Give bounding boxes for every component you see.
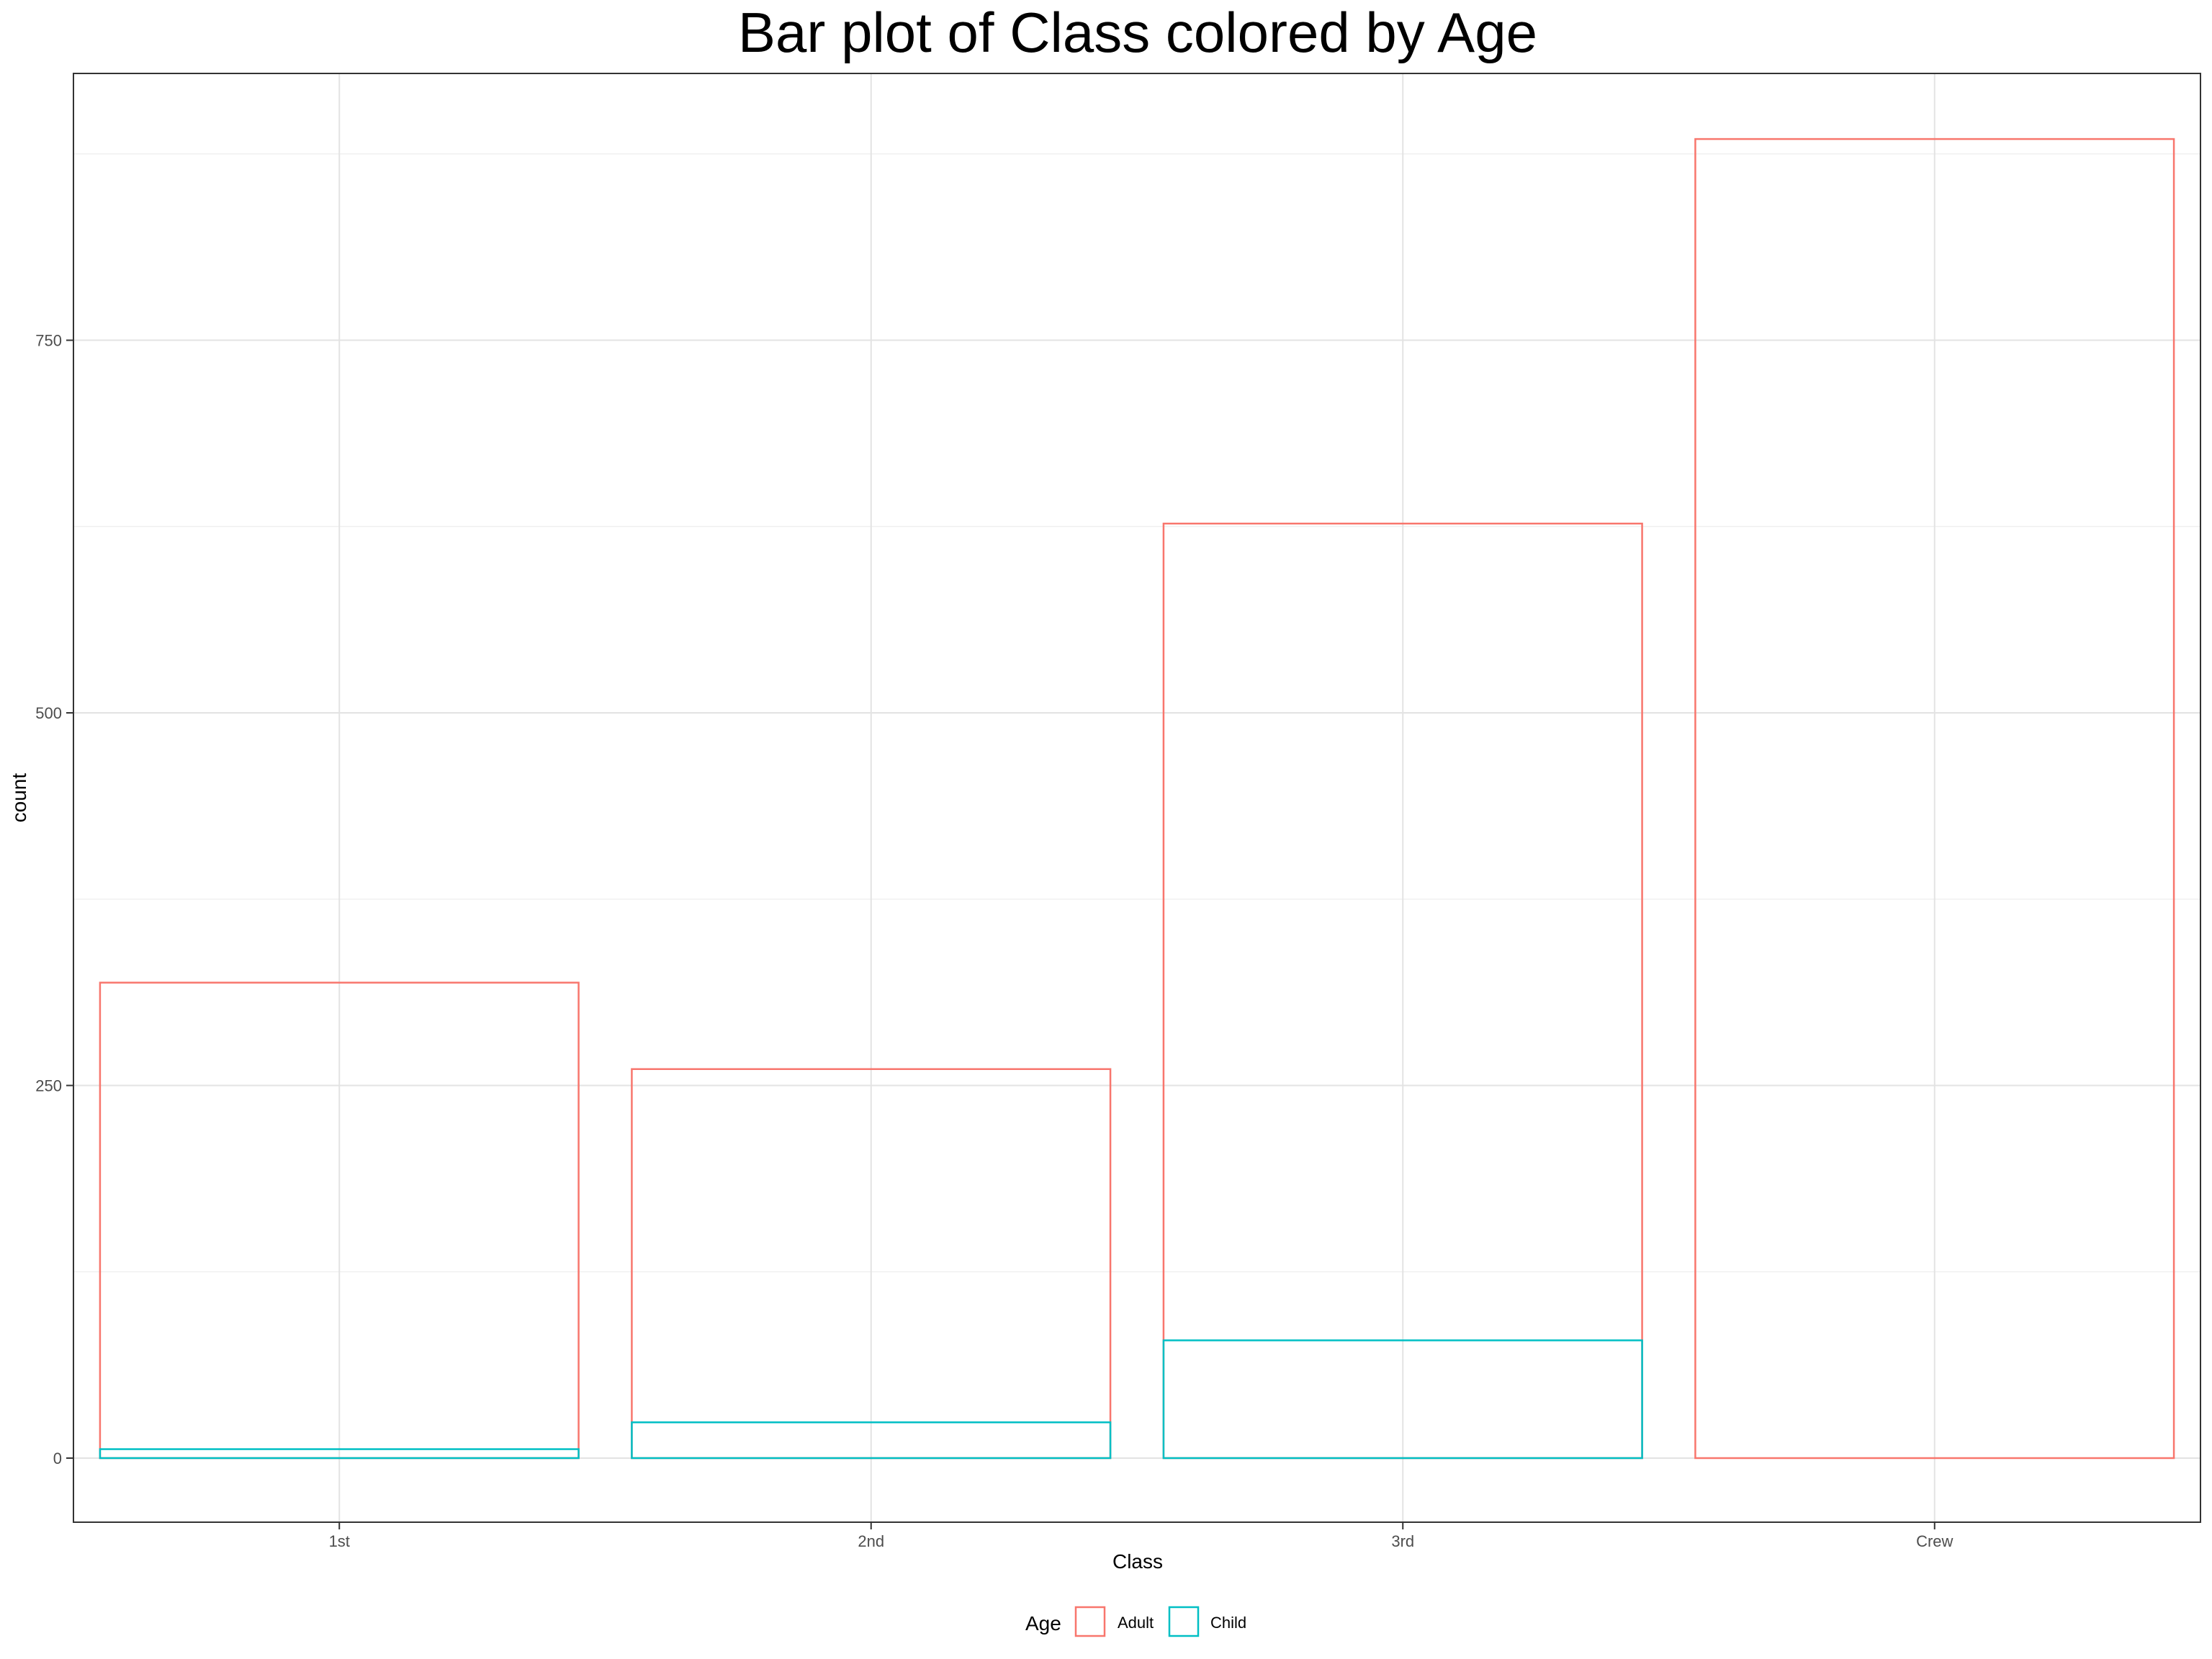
bar-child-2nd — [631, 1421, 1112, 1460]
plot-panel-border — [73, 73, 2201, 1523]
y-axis: 0 250 500 750 — [35, 332, 73, 1467]
y-tick-label: 750 — [35, 332, 62, 350]
bar-child-3rd — [1162, 1339, 1643, 1460]
x-axis: 1st 2nd 3rd Crew — [329, 1522, 1954, 1550]
chart-title: Bar plot of Class colored by Age — [738, 1, 1537, 64]
legend-key-child — [1168, 1606, 1200, 1637]
y-tick-label: 0 — [53, 1449, 62, 1467]
bars — [99, 138, 2175, 1460]
x-tick-label: 1st — [329, 1532, 350, 1550]
grid-major — [73, 73, 2200, 1522]
x-tick-label: 2nd — [858, 1532, 884, 1550]
legend-label-adult: Adult — [1118, 1614, 1154, 1632]
y-tick-label: 250 — [35, 1077, 62, 1095]
grid-minor — [73, 153, 2200, 1272]
legend-key-adult — [1074, 1606, 1106, 1637]
y-tick-label: 500 — [35, 704, 62, 722]
bar-adult-crew — [1694, 138, 2175, 1460]
legend: Age Adult Child — [1025, 1606, 1246, 1637]
bar-child-1st — [99, 1448, 580, 1460]
x-tick-label: Crew — [1916, 1532, 1953, 1550]
x-axis-label: Class — [1112, 1550, 1163, 1573]
x-tick-label: 3rd — [1391, 1532, 1414, 1550]
y-axis-label: count — [8, 773, 30, 823]
legend-title: Age — [1025, 1612, 1061, 1635]
legend-label-child: Child — [1210, 1614, 1246, 1632]
